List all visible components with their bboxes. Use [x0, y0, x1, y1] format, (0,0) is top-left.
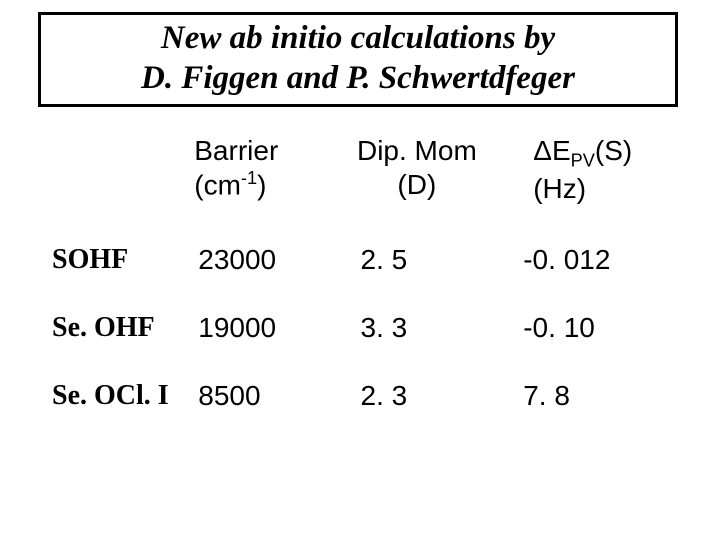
cell-molecule: SOHF [46, 226, 188, 294]
col-dipole-label: Dip. Mom [357, 135, 477, 166]
cell-dipole: 2. 3 [331, 362, 504, 430]
cell-dipole: 3. 3 [331, 294, 504, 362]
col-molecule [46, 130, 188, 226]
title-line-2: D. Figgen and P. Schwertdfeger [141, 60, 575, 96]
cell-molecule: Se. OHF [46, 294, 188, 362]
col-barrier-unit: (cm-1) [194, 168, 324, 202]
col-barrier-label: Barrier [194, 135, 278, 166]
col-barrier: Barrier (cm-1) [188, 130, 330, 226]
cell-barrier: 8500 [188, 362, 330, 430]
title-line-1: New ab initio calculations by [161, 20, 555, 56]
cell-barrier: 19000 [188, 294, 330, 362]
cell-barrier: 23000 [188, 226, 330, 294]
data-table: Barrier (cm-1) Dip. Mom (D) ΔEPV(S) (Hz)… [46, 130, 676, 430]
cell-dipole: 2. 5 [331, 226, 504, 294]
data-table-wrap: Barrier (cm-1) Dip. Mom (D) ΔEPV(S) (Hz)… [46, 130, 676, 430]
table-row: Se. OCl. I 8500 2. 3 7. 8 [46, 362, 676, 430]
col-depv-unit: (Hz) [533, 172, 670, 206]
col-dipole: Dip. Mom (D) [331, 130, 504, 226]
col-dipole-unit: (D) [337, 168, 498, 202]
table-row: SOHF 23000 2. 5 -0. 012 [46, 226, 676, 294]
col-depv-label: ΔEPV(S) [533, 135, 632, 166]
cell-depv: 7. 8 [503, 362, 676, 430]
table-row: Se. OHF 19000 3. 3 -0. 10 [46, 294, 676, 362]
cell-molecule: Se. OCl. I [46, 362, 188, 430]
table-header-row: Barrier (cm-1) Dip. Mom (D) ΔEPV(S) (Hz) [46, 130, 676, 226]
col-depv: ΔEPV(S) (Hz) [503, 130, 676, 226]
cell-depv: -0. 10 [503, 294, 676, 362]
cell-depv: -0. 012 [503, 226, 676, 294]
title-box: New ab initio calculations by D. Figgen … [38, 12, 678, 107]
